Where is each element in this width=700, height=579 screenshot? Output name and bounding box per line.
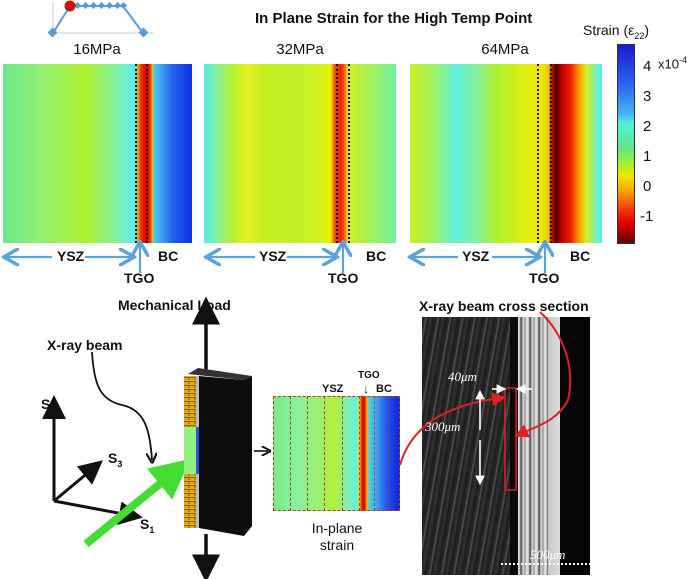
tgo-boundary-right: [550, 64, 552, 243]
inplane-strain-heatmap: [273, 396, 400, 511]
tgo-down-arrow-icon: ↓: [363, 382, 369, 396]
colorbar-tick: -1: [640, 208, 654, 225]
heatmap-64mpa: [410, 64, 602, 243]
label-ysz: YSZ: [57, 248, 85, 264]
panel-title-64mpa: 64MPa: [481, 41, 529, 58]
colorbar-tick: 2: [643, 118, 652, 135]
axis-label-s: S: [41, 396, 51, 412]
tgo-boundary-left: [135, 64, 137, 243]
colorbar-tick: 1: [643, 148, 652, 165]
inplane-label-bc: BC: [376, 383, 392, 395]
height-label: 300μm: [425, 419, 461, 434]
inplane-caption: In-plane strain: [311, 520, 363, 553]
label-bc: BC: [158, 248, 179, 264]
xray-beam-label: X-ray beam: [47, 337, 123, 353]
label-bc: BC: [366, 248, 387, 264]
thermal-cycle-icon: [47, 0, 153, 38]
tgo-boundary-right: [348, 64, 350, 243]
heatmap-32mpa: [204, 64, 396, 243]
tgo-boundary-right: [146, 64, 148, 243]
label-bc: BC: [570, 248, 591, 264]
inplane-label-tgo: TGO: [358, 370, 380, 381]
cross-section-title: X-ray beam cross section: [419, 298, 589, 314]
cross-section-micrograph: [422, 317, 590, 575]
axis-label-s3: S3: [108, 450, 123, 469]
axis-label-s1: S1: [140, 516, 155, 535]
label-ysz: YSZ: [462, 248, 490, 264]
colorbar-multiplier: x10-4: [658, 55, 687, 72]
scale-bar-label: 500μm: [530, 547, 566, 562]
panel-title-32mpa: 32MPa: [276, 41, 324, 58]
panel-title-16mpa: 16MPa: [73, 41, 121, 58]
colorbar-tick: 4: [643, 58, 652, 75]
schematic-drawing: [42, 296, 420, 579]
inplane-label-ysz: YSZ: [322, 383, 344, 395]
label-ysz: YSZ: [259, 248, 287, 264]
width-label: 40μm: [448, 369, 477, 384]
colorbar-tick: 0: [643, 178, 652, 195]
colorbar: [617, 44, 635, 244]
label-tgo: TGO: [328, 270, 359, 286]
region-arrows: [0, 240, 600, 273]
label-tgo: TGO: [124, 270, 155, 286]
tgo-boundary-left: [336, 64, 338, 243]
colorbar-title: Strain (ε22): [583, 22, 650, 41]
tgo-boundary-left: [537, 64, 539, 243]
heatmap-16mpa: [3, 64, 192, 243]
cross-section-annotations: [399, 311, 592, 565]
colorbar-tick: 3: [643, 88, 652, 105]
label-tgo: TGO: [529, 270, 560, 286]
figure-title: In Plane Strain for the High Temp Point: [255, 10, 533, 27]
